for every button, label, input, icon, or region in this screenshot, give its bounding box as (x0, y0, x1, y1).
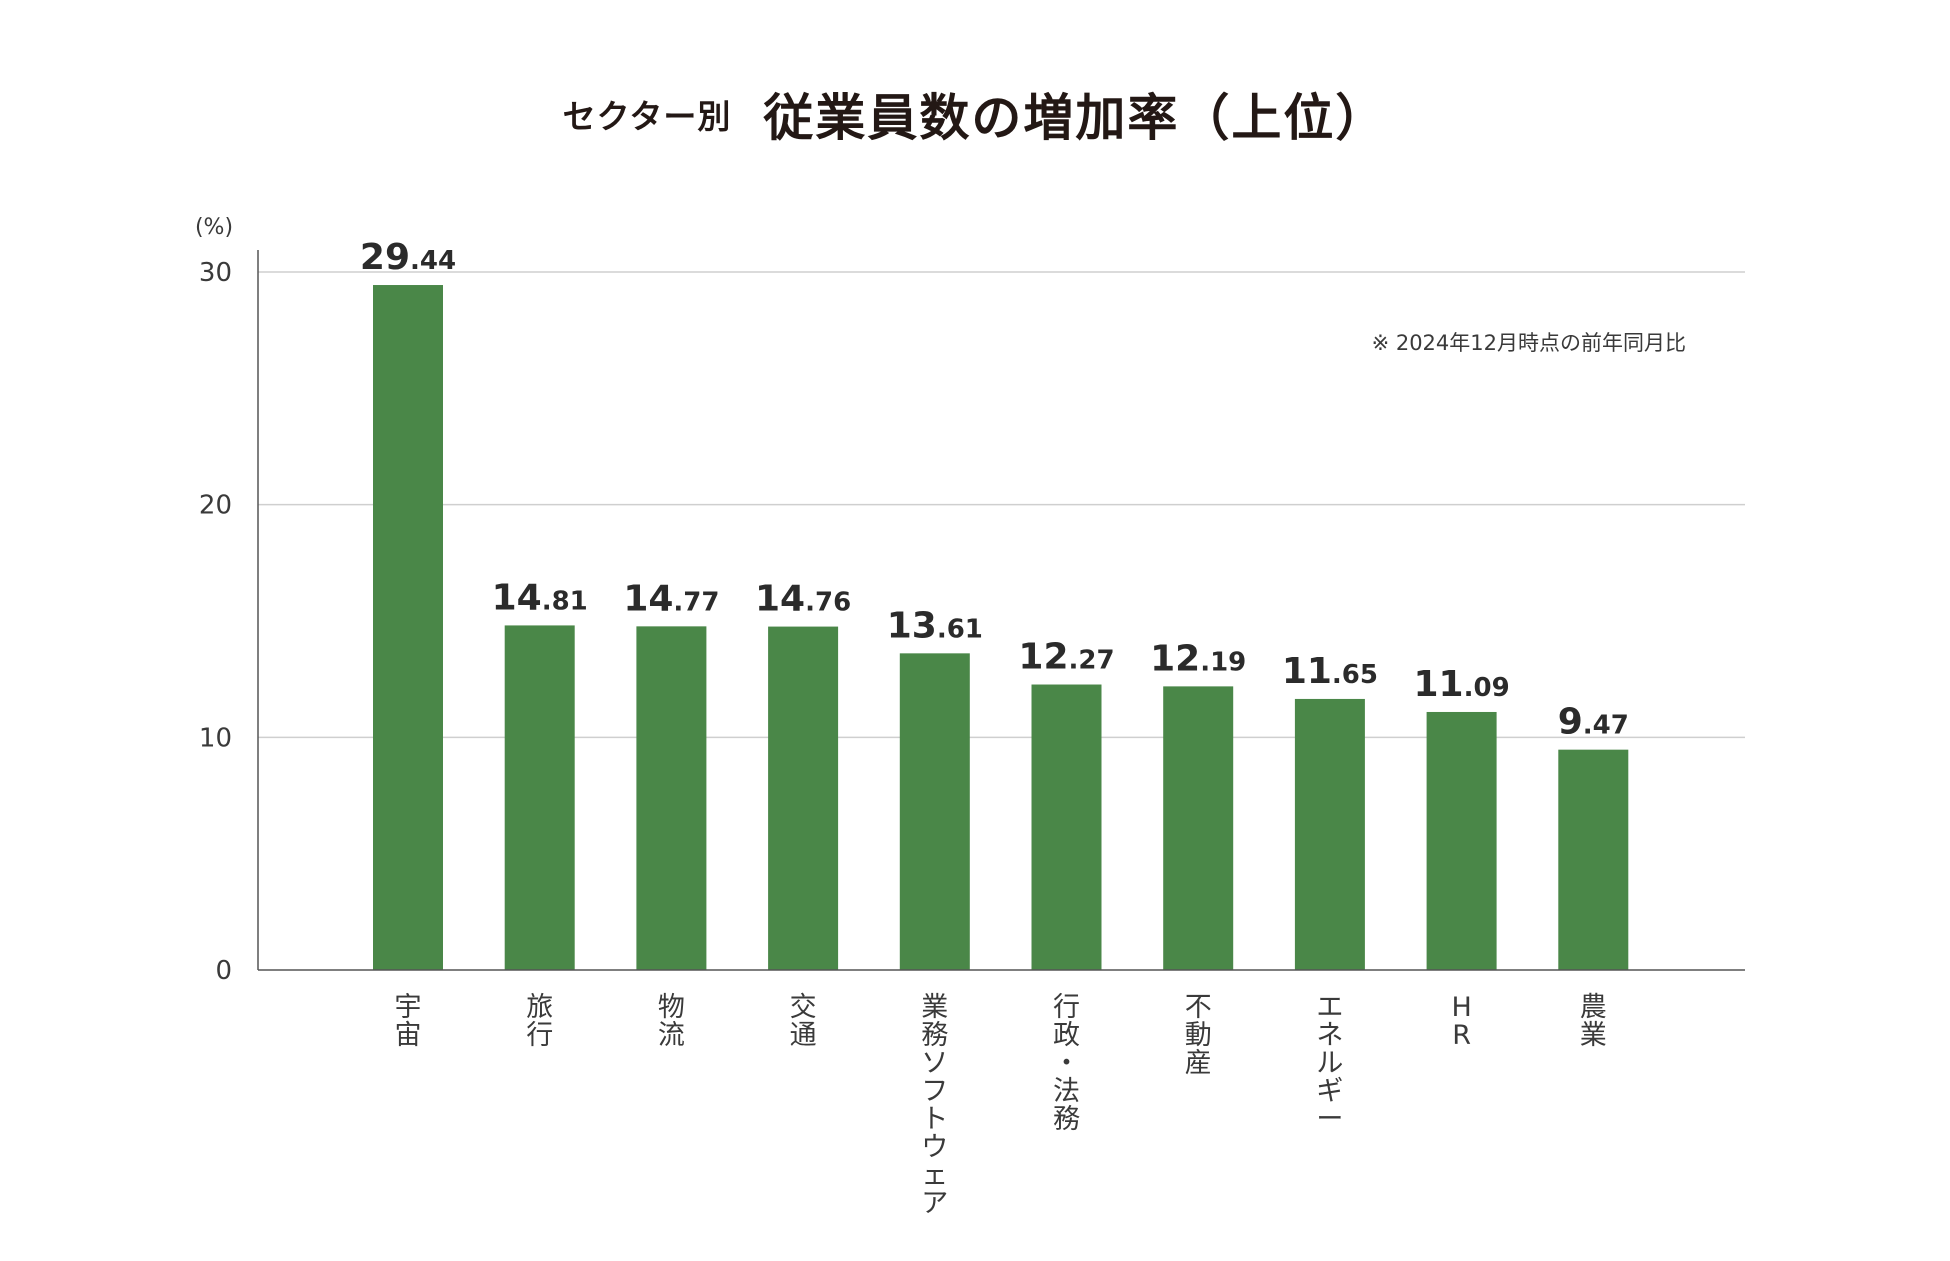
value-label-9: 9.47 (1558, 702, 1629, 743)
category-label-2: 物流 (658, 992, 685, 1051)
labels: 0 10 20 30 (%) 29.44 宇宙 14.81 旅行 14.77 物流 14.76 交通 13… (195, 215, 1629, 1219)
axes (257, 250, 1745, 971)
value-label-3: 14.76 (755, 579, 851, 620)
value-label-2: 14.77 (623, 578, 719, 619)
category-label-1: 旅行 (526, 992, 553, 1051)
chart-title-prefix: セクター別 (562, 97, 732, 136)
bar-5 (1031, 684, 1102, 970)
value-label-8: 11.09 (1414, 664, 1510, 705)
bars (373, 285, 1629, 971)
bar-7 (1294, 698, 1365, 970)
y-tick-label-20: 20 (199, 491, 232, 521)
bar-0 (373, 285, 443, 971)
category-label-0: 宇宙 (395, 992, 422, 1051)
bar-8 (1426, 711, 1497, 970)
value-label-5: 12.27 (1018, 637, 1114, 678)
category-label-7: エネルギー (1316, 992, 1343, 1135)
y-tick-label-10: 10 (199, 723, 232, 753)
value-label-1: 14.81 (492, 577, 588, 618)
category-label-3: 交通 (790, 992, 817, 1051)
bar-1 (504, 625, 575, 970)
y-tick-label-30: 30 (199, 258, 232, 288)
bar-2 (636, 626, 707, 970)
bar-6 (1163, 686, 1234, 970)
value-label-7: 11.65 (1282, 651, 1378, 692)
chart-title: セクター別 従業員数の増加率（上位） (0, 78, 1950, 150)
value-label-4: 13.61 (887, 605, 983, 646)
chart-title-main: 従業員数の増加率（上位） (763, 89, 1388, 147)
bar-3 (768, 626, 839, 970)
category-label-6: 不動産 (1185, 992, 1212, 1079)
footnote: ※ 2024年12月時点の前年同月比 (1372, 331, 1686, 355)
category-label-5: 行政・法務 (1053, 992, 1080, 1135)
category-label-4: 業務ソフトウェア (921, 992, 948, 1219)
y-tick-label-0: 0 (215, 956, 232, 986)
y-axis-unit: (%) (195, 215, 233, 240)
category-label-9: 農業 (1580, 992, 1607, 1051)
bar-4 (899, 653, 970, 970)
bar-9 (1558, 749, 1629, 970)
value-label-0: 29.44 (360, 237, 456, 278)
value-label-6: 12.19 (1150, 638, 1246, 679)
